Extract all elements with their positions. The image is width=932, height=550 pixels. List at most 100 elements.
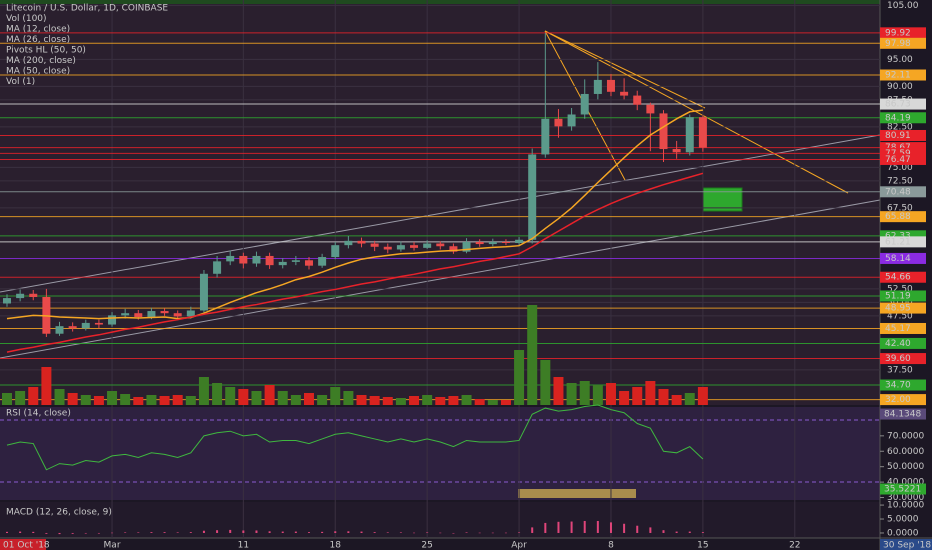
level-tag-label: 45.17 bbox=[885, 324, 911, 334]
x-tick-label: 15 bbox=[697, 541, 708, 550]
macd-bar bbox=[97, 532, 100, 534]
macd-bar bbox=[478, 532, 481, 534]
level-tag-label: 92.11 bbox=[885, 71, 911, 81]
macd-bar bbox=[570, 521, 573, 533]
volume-bar bbox=[330, 387, 341, 405]
level-tag bbox=[880, 69, 926, 81]
date-tag bbox=[0, 539, 46, 550]
rsi-tag bbox=[880, 483, 926, 495]
volume-bar bbox=[67, 393, 78, 405]
macd-panel bbox=[0, 502, 880, 538]
rsi-tag-label: 35.5221 bbox=[884, 485, 921, 495]
candle-body bbox=[410, 245, 419, 248]
level-tag bbox=[880, 353, 926, 365]
macd-tick-label: 0.0000 bbox=[887, 528, 919, 538]
level-tag-label: 65.88 bbox=[885, 212, 911, 222]
candle-body bbox=[318, 257, 327, 266]
candle-body bbox=[291, 260, 300, 262]
y-tick-label: 52.50 bbox=[887, 284, 913, 294]
level-tag bbox=[880, 142, 926, 154]
level-tag-label: 70.48 bbox=[885, 187, 911, 197]
macd-bar bbox=[150, 532, 153, 533]
macd-bar bbox=[45, 532, 48, 534]
volume-bar bbox=[2, 393, 12, 405]
volume-bar bbox=[487, 400, 498, 405]
macd-bar bbox=[84, 532, 87, 534]
candle-body bbox=[68, 326, 77, 329]
y-tick-label: 82.50 bbox=[887, 122, 913, 132]
macd-bar bbox=[701, 532, 704, 533]
level-tag-label: 32.00 bbox=[885, 395, 911, 405]
candle-body bbox=[383, 246, 392, 250]
y-tick-label: 105.00 bbox=[887, 1, 919, 11]
candle-body bbox=[541, 118, 550, 155]
volume-bar bbox=[566, 383, 577, 405]
candle-body bbox=[672, 149, 681, 153]
macd-bar bbox=[609, 522, 612, 533]
macd-bar bbox=[426, 532, 429, 533]
candle-body bbox=[265, 255, 274, 266]
volume-bar bbox=[684, 393, 695, 405]
rsi-tick-label: 70.0000 bbox=[887, 431, 924, 441]
candle-body bbox=[633, 95, 642, 105]
macd-bar bbox=[268, 531, 271, 533]
level-tag-label: 62.33 bbox=[885, 231, 911, 241]
candle-body bbox=[593, 79, 602, 94]
macd-bar bbox=[413, 532, 416, 534]
level-tag-label: 84.19 bbox=[885, 113, 911, 123]
candle-body bbox=[252, 255, 261, 264]
level-tag-label: 76.47 bbox=[885, 155, 911, 165]
candle-body bbox=[580, 93, 589, 115]
volume-bar bbox=[422, 395, 433, 405]
volume-bar bbox=[395, 398, 406, 405]
macd-bar bbox=[439, 532, 442, 534]
macd-bar bbox=[518, 532, 521, 533]
macd-bar bbox=[32, 531, 35, 533]
volume-bar bbox=[645, 381, 656, 405]
volume-bar bbox=[317, 395, 328, 405]
candle-body bbox=[134, 313, 143, 317]
legend-entry: Vol (100) bbox=[6, 14, 47, 24]
volume-bar bbox=[28, 387, 39, 405]
macd-bar bbox=[360, 531, 363, 533]
candle-body bbox=[554, 118, 563, 127]
macd-bar bbox=[6, 531, 8, 533]
macd-bar bbox=[504, 532, 507, 534]
macd-bar bbox=[491, 532, 494, 534]
rsi-line bbox=[6, 404, 704, 471]
macd-bar bbox=[137, 532, 140, 533]
volume-bar bbox=[448, 396, 459, 405]
rsi-tag bbox=[880, 408, 926, 420]
legend-entry: MA (50, close) bbox=[6, 67, 70, 77]
level-tag bbox=[880, 337, 926, 349]
level-tag-label: 51.19 bbox=[885, 291, 911, 301]
level-tag bbox=[880, 211, 926, 223]
macd-bar bbox=[531, 527, 534, 533]
candle-body bbox=[213, 261, 222, 274]
channel-line bbox=[0, 199, 881, 359]
volume-bar bbox=[697, 387, 708, 405]
top-strip bbox=[0, 0, 880, 4]
volume-bar bbox=[133, 397, 144, 405]
level-tag-label: 42.40 bbox=[885, 339, 911, 349]
volume-bar bbox=[277, 391, 288, 405]
macd-tick-label: 10.0000 bbox=[887, 501, 924, 511]
rsi-title: RSI (14, close) bbox=[6, 409, 71, 419]
macd-bar bbox=[216, 530, 219, 533]
x-tick-label: 8 bbox=[608, 541, 614, 550]
macd-bar bbox=[347, 531, 350, 533]
macd-bar bbox=[242, 530, 245, 533]
x-tick-label: 18 bbox=[330, 541, 342, 550]
level-tag bbox=[880, 271, 926, 283]
candle-body bbox=[423, 243, 432, 248]
macd-bar bbox=[281, 531, 284, 533]
volume-bar bbox=[632, 387, 643, 405]
volume-bar bbox=[185, 396, 196, 405]
macd-bar bbox=[294, 531, 297, 533]
volume-bar bbox=[409, 396, 420, 405]
legend-entry: MA (12, close) bbox=[6, 25, 70, 35]
macd-bar bbox=[307, 532, 310, 533]
rsi-tag-label: 84.1348 bbox=[884, 410, 921, 420]
candle-body bbox=[370, 243, 379, 247]
